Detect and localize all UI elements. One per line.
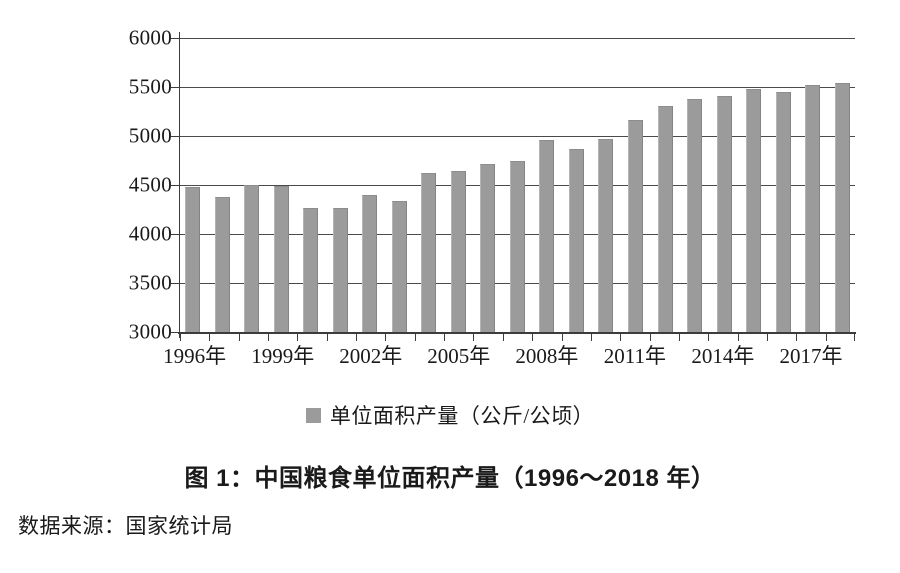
bar <box>657 106 673 332</box>
x-axis-tick <box>766 332 768 341</box>
x-axis-tick <box>444 332 446 341</box>
x-axis-tick <box>678 332 680 341</box>
x-axis-tick <box>502 332 504 341</box>
x-axis-tick-label: 2017年 <box>779 344 843 368</box>
x-axis-labels: 1996年 1999年 2002年 2005年 2008年 2011年 2014年 2017年 <box>163 344 855 376</box>
bar <box>185 186 200 332</box>
x-axis-tick <box>326 332 328 341</box>
figure-caption: 图 1：中国粮食单位面积产量（1996～2018 年） <box>184 465 716 492</box>
y-axis-labels: 6000 5500 5000 4500 4000 3500 3000 <box>110 25 172 342</box>
gridline <box>180 38 855 39</box>
bar <box>450 171 466 332</box>
x-axis-tick <box>356 332 358 341</box>
x-axis-tick <box>268 332 270 341</box>
bar <box>362 194 378 332</box>
x-axis-line <box>178 332 856 334</box>
x-axis-tick <box>385 332 387 341</box>
x-axis-tick <box>532 332 534 341</box>
y-axis-tick-label: 5500 <box>128 74 172 99</box>
x-axis-tick-label: 1999年 <box>251 344 315 368</box>
bar <box>214 197 230 332</box>
bar <box>244 184 260 332</box>
y-axis-tick-label: 4000 <box>128 221 172 246</box>
bar <box>303 208 319 332</box>
bar <box>805 84 821 332</box>
chart-plot-area: 6000 5500 5000 4500 4000 3500 3000 1996年 1999年 2… <box>110 25 856 376</box>
x-axis-tick <box>473 332 475 341</box>
x-axis-tick <box>180 332 181 341</box>
y-axis-tick-label: 3000 <box>128 319 172 344</box>
y-axis-tick <box>171 234 180 235</box>
bar <box>480 163 496 332</box>
legend-swatch-icon <box>305 407 321 423</box>
y-axis-tick <box>171 185 180 186</box>
x-axis-tick-label: 1996年 <box>163 344 227 368</box>
bar <box>627 119 643 332</box>
x-axis-tick-label: 2005年 <box>427 344 491 368</box>
x-axis-tick <box>238 332 240 341</box>
x-axis-tick <box>854 332 855 341</box>
y-axis-tick <box>171 87 180 88</box>
bar <box>391 201 407 332</box>
gridline <box>180 136 855 137</box>
y-axis-tick <box>171 283 180 284</box>
chart-legend: 单位面积产量（公斤/公顷） <box>0 400 900 430</box>
x-axis-ticks <box>180 332 855 341</box>
bar <box>598 138 614 332</box>
x-axis-tick <box>620 332 622 341</box>
x-axis-tick <box>561 332 563 341</box>
x-axis-tick <box>796 332 798 341</box>
x-axis-tick <box>825 332 827 341</box>
y-axis-tick-label: 6000 <box>128 25 172 50</box>
bar <box>775 91 791 332</box>
bar <box>687 99 703 332</box>
bar <box>273 185 289 332</box>
x-axis-tick <box>649 332 651 341</box>
bar <box>421 173 437 332</box>
x-axis-tick <box>297 332 299 341</box>
x-axis-tick <box>708 332 710 341</box>
y-axis-tick-label: 3500 <box>128 270 172 295</box>
y-axis-tick <box>171 332 180 333</box>
bar <box>332 207 348 332</box>
y-axis-tick <box>171 136 180 137</box>
x-axis-tick <box>209 332 211 341</box>
x-axis-tick <box>590 332 592 341</box>
gridline <box>180 87 855 88</box>
x-axis-tick-label: 2008年 <box>515 344 579 368</box>
bar <box>834 82 850 332</box>
bar <box>568 148 584 332</box>
y-axis-tick-label: 4500 <box>128 172 172 197</box>
source-note: 数据来源：国家统计局 <box>18 515 233 538</box>
bar <box>716 96 732 332</box>
bar <box>509 160 525 332</box>
x-axis-tick-label: 2011年 <box>603 344 667 368</box>
x-axis-tick <box>414 332 416 341</box>
y-axis-tick <box>171 38 180 39</box>
legend-label: 单位面积产量（公斤/公顷） <box>329 404 595 428</box>
y-axis-tick-label: 5000 <box>128 123 172 148</box>
bar <box>539 140 555 332</box>
x-axis-tick-label: 2014年 <box>691 344 755 368</box>
x-axis-tick <box>737 332 739 341</box>
x-axis-tick-label: 2002年 <box>339 344 403 368</box>
bar-series <box>180 38 855 332</box>
bar <box>746 88 762 332</box>
